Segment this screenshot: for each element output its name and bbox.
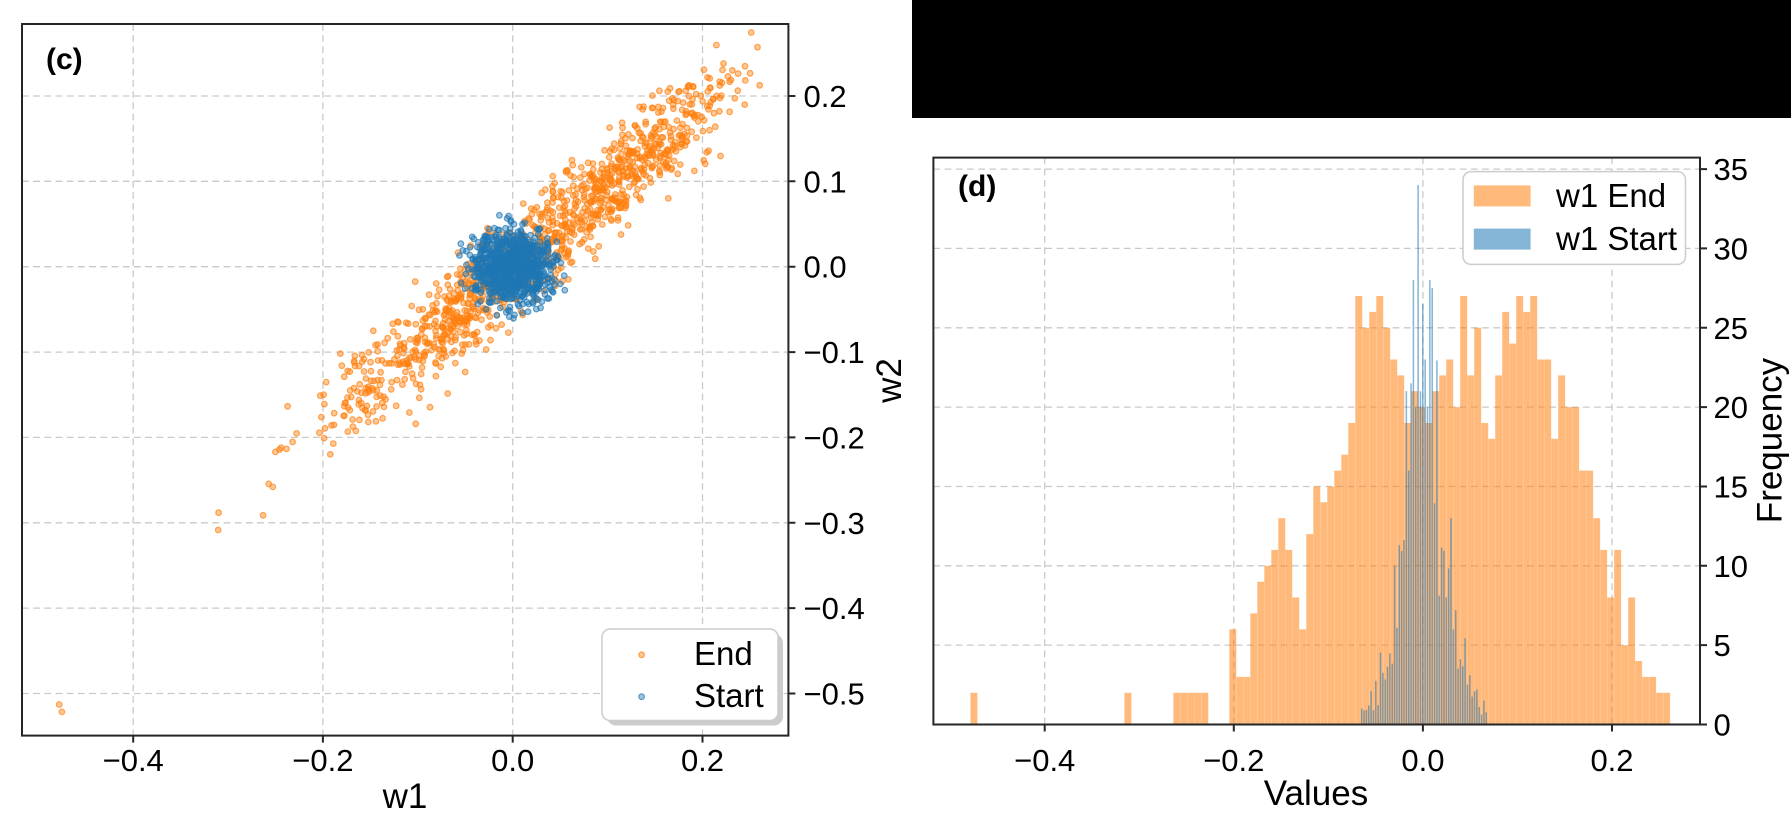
svg-text:−0.5: −0.5 — [804, 677, 865, 712]
svg-text:−0.2: −0.2 — [1203, 743, 1264, 778]
svg-text:−0.2: −0.2 — [292, 743, 353, 778]
svg-text:30: 30 — [1714, 231, 1748, 266]
svg-text:w2: w2 — [870, 358, 909, 404]
svg-text:20: 20 — [1714, 390, 1748, 425]
svg-text:−0.3: −0.3 — [804, 506, 865, 541]
svg-text:−0.1: −0.1 — [804, 335, 865, 370]
svg-text:(d): (d) — [958, 170, 996, 203]
svg-text:0.1: 0.1 — [804, 164, 847, 199]
svg-text:Start: Start — [694, 677, 764, 714]
svg-text:10: 10 — [1714, 549, 1748, 584]
svg-text:0.2: 0.2 — [1590, 743, 1633, 778]
svg-text:−0.4: −0.4 — [103, 743, 164, 778]
svg-text:0.0: 0.0 — [1401, 743, 1444, 778]
svg-text:5: 5 — [1714, 628, 1731, 663]
svg-text:End: End — [694, 635, 753, 672]
svg-text:−0.2: −0.2 — [804, 420, 865, 455]
svg-text:25: 25 — [1714, 311, 1748, 346]
svg-text:35: 35 — [1714, 152, 1748, 187]
svg-text:w1 Start: w1 Start — [1555, 220, 1677, 257]
svg-text:w1: w1 — [382, 777, 428, 816]
svg-text:0.0: 0.0 — [491, 743, 534, 778]
svg-text:(c): (c) — [46, 43, 83, 76]
svg-text:Frequency: Frequency — [1751, 357, 1790, 523]
svg-text:0.0: 0.0 — [804, 250, 847, 285]
svg-text:0: 0 — [1714, 708, 1731, 743]
svg-text:−0.4: −0.4 — [1014, 743, 1075, 778]
svg-text:−0.4: −0.4 — [804, 591, 865, 626]
svg-text:0.2: 0.2 — [681, 743, 724, 778]
svg-text:15: 15 — [1714, 470, 1748, 505]
svg-text:Values: Values — [1264, 774, 1368, 813]
svg-text:w1 End: w1 End — [1555, 177, 1666, 214]
svg-text:0.2: 0.2 — [804, 79, 847, 114]
